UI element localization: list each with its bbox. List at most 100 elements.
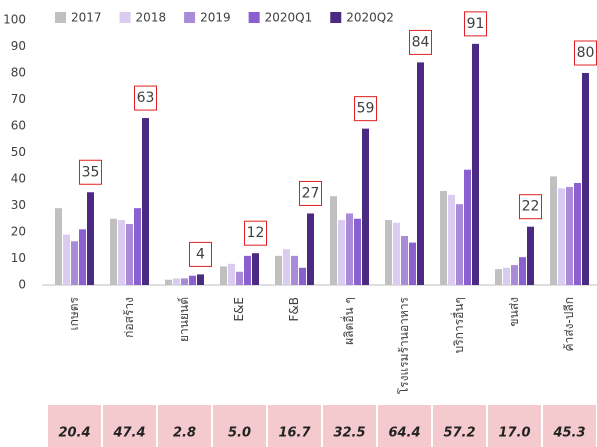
legend-swatch — [184, 12, 196, 23]
y-tick-label: 100 — [3, 13, 26, 27]
y-tick-label: 60 — [11, 119, 26, 133]
table-cell — [268, 405, 321, 447]
table-cell — [213, 405, 266, 447]
table-value: 16.7 — [278, 426, 311, 441]
y-tick-label: 0 — [18, 278, 26, 292]
annotation: 12 — [247, 225, 265, 241]
bar — [566, 186, 573, 285]
y-tick-label: 50 — [11, 145, 26, 159]
annotation: 4 — [196, 246, 205, 262]
bar — [275, 255, 282, 285]
bar — [527, 226, 534, 285]
bar — [456, 204, 463, 285]
table-value: 45.3 — [552, 426, 585, 441]
bar — [440, 190, 447, 285]
bar — [550, 176, 557, 285]
bar — [87, 192, 94, 285]
annotation-box — [79, 159, 102, 185]
annotation-box — [464, 11, 487, 37]
annotation-box — [354, 96, 377, 122]
table-value: 20.4 — [58, 426, 90, 441]
legend-swatch — [330, 12, 342, 23]
x-tick-label: บริการอื่นๆ — [450, 297, 466, 353]
bar — [409, 242, 416, 285]
y-tick-label: 70 — [11, 92, 26, 106]
table-value: 64.4 — [388, 426, 420, 441]
x-tick-label: ก่อสร้าง — [122, 297, 136, 338]
table-cell — [323, 405, 376, 447]
table-cell — [378, 405, 431, 447]
annotation-box — [409, 29, 432, 55]
table-cell — [158, 405, 211, 447]
bar — [299, 267, 306, 285]
annotation: 84 — [412, 34, 430, 50]
y-tick-label: 10 — [11, 251, 26, 265]
annotation-box — [244, 220, 267, 246]
annotation: 63 — [137, 90, 155, 106]
legend-label: 2018 — [136, 11, 167, 25]
bar — [55, 208, 62, 285]
table-value: 57.2 — [443, 426, 475, 441]
table-cell — [543, 405, 596, 447]
bar — [330, 196, 337, 285]
bar — [511, 265, 518, 285]
table-cell — [433, 405, 486, 447]
annotation: 59 — [357, 101, 375, 117]
bar — [165, 279, 172, 285]
bar — [558, 188, 565, 285]
y-tick-label: 20 — [11, 225, 26, 239]
bar — [495, 269, 502, 285]
table-cell — [48, 405, 101, 447]
legend-swatch — [119, 12, 131, 23]
y-tick-label: 80 — [11, 66, 26, 80]
bar — [464, 169, 471, 285]
bar — [519, 257, 526, 285]
bar — [307, 213, 314, 285]
annotation-box — [519, 194, 542, 220]
bar — [173, 278, 180, 285]
x-tick-label: เกษตร — [67, 296, 81, 330]
annotation-box — [189, 241, 212, 267]
y-tick-label: 90 — [11, 39, 26, 53]
bar — [283, 249, 290, 285]
bar — [197, 274, 204, 285]
annotation-box — [299, 180, 322, 206]
bar — [252, 253, 259, 285]
bar — [134, 208, 141, 285]
annotation: 22 — [522, 199, 540, 215]
y-tick-label: 40 — [11, 172, 26, 186]
annotation: 27 — [302, 185, 320, 201]
annotation: 80 — [577, 45, 595, 61]
table-value: 47.4 — [112, 426, 145, 441]
bar — [417, 62, 424, 286]
x-tick-label: F&B — [287, 297, 301, 322]
x-tick-label: E&E — [232, 297, 246, 322]
bar — [71, 241, 78, 285]
table-cell — [488, 405, 541, 447]
bar — [126, 224, 133, 285]
bar — [79, 229, 86, 285]
annotation: 91 — [467, 16, 485, 32]
bar — [228, 263, 235, 285]
bar — [291, 255, 298, 285]
x-tick-label: ยานยนต์ — [177, 297, 191, 342]
bar — [448, 194, 455, 285]
x-tick-label: โรงแรมร้านอาหาร — [397, 296, 411, 394]
bar — [110, 218, 117, 285]
bar — [346, 213, 353, 285]
bar — [582, 73, 589, 285]
bar — [189, 275, 196, 285]
bar — [503, 267, 510, 285]
bar — [472, 43, 479, 285]
bar — [63, 234, 70, 285]
bar — [393, 222, 400, 285]
bar — [220, 266, 227, 285]
bar — [338, 220, 345, 285]
table-cell — [103, 405, 156, 447]
x-tick-label: ค้าส่ง-ปลีก — [562, 297, 576, 352]
x-tick-label: ผลิตอื่น ๆ — [340, 297, 356, 345]
legend-swatch — [55, 12, 66, 23]
bar — [142, 118, 149, 285]
bar — [401, 235, 408, 285]
